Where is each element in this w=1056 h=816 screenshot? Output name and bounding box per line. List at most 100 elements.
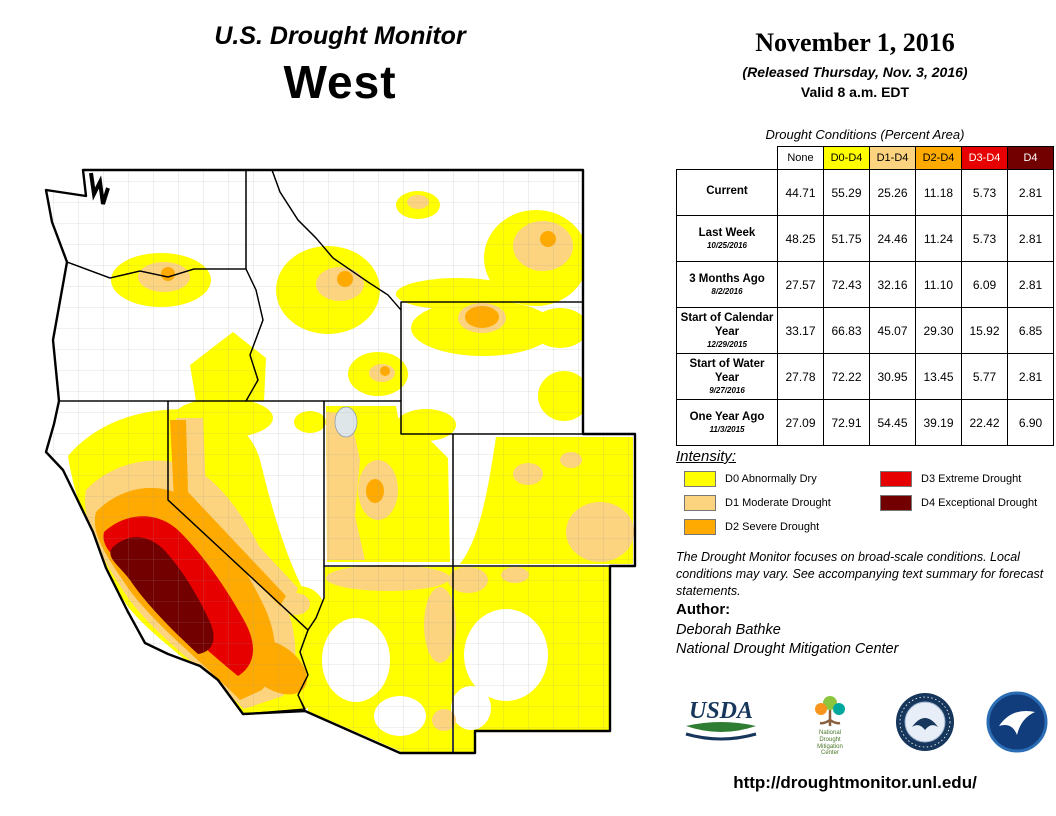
- cell: 13.45: [915, 353, 962, 400]
- d1-swatch: [684, 495, 716, 511]
- cell: 27.09: [777, 399, 824, 446]
- cell: 72.22: [823, 353, 870, 400]
- drought-map: [44, 168, 637, 755]
- table-row-one-year-ago: One Year Ago 11/3/2015 27.09 72.91 54.45 …: [676, 399, 1054, 446]
- row-label: Current: [706, 185, 748, 198]
- usda-logo-text: USDA: [689, 698, 753, 724]
- cell: 2.81: [1007, 353, 1054, 400]
- cell: 6.85: [1007, 307, 1054, 354]
- usda-swoosh: [686, 722, 756, 732]
- cell: 32.16: [869, 261, 916, 308]
- ndmc-leaf-orange: [815, 703, 827, 715]
- legend-title: Intensity:: [676, 448, 737, 465]
- cell: 11.10: [915, 261, 962, 308]
- cell: 15.92: [961, 307, 1008, 354]
- date-block: November 1, 2016 (Released Thursday, Nov…: [680, 28, 1030, 100]
- ndmc-text-4: Center: [821, 750, 839, 754]
- commerce-seal: [896, 693, 954, 751]
- cell: 55.29: [823, 169, 870, 216]
- cell: 11.18: [915, 169, 962, 216]
- row-label: Last Week: [698, 226, 756, 239]
- legend-item-d4: D4 Exceptional Drought: [880, 495, 1037, 511]
- cell: 72.91: [823, 399, 870, 446]
- ndmc-leaf-teal: [833, 703, 845, 715]
- valid-time: Valid 8 a.m. EDT: [800, 84, 910, 100]
- table-row-current: Current 44.71 55.29 25.26 11.18 5.73 2.8…: [676, 169, 1054, 216]
- cell: 5.73: [961, 215, 1008, 262]
- noaa-bird-icon: [999, 710, 1035, 735]
- legend-item-d0: D0 Abnormally Dry: [684, 471, 831, 487]
- legend-label: D0 Abnormally Dry: [725, 473, 817, 485]
- county-lines: [46, 170, 635, 753]
- cell: 30.95: [869, 353, 916, 400]
- legend-label: D1 Moderate Drought: [725, 497, 831, 509]
- map-container: [28, 160, 643, 765]
- cell: 6.09: [961, 261, 1008, 308]
- commerce-eagle-icon: [912, 718, 938, 730]
- d4-swatch: [880, 495, 912, 511]
- author-organization: National Drought Mitigation Center: [676, 641, 899, 657]
- legend-column-1: D0 Abnormally Dry D1 Moderate Drought D2…: [684, 471, 831, 544]
- row-date: 9/27/2016: [709, 385, 745, 395]
- d3-swatch: [880, 471, 912, 487]
- cell: 2.81: [1007, 169, 1054, 216]
- footer-url: http://droughtmonitor.unl.edu/: [733, 773, 977, 792]
- released-date: (Released Thursday, Nov. 3, 2016): [742, 64, 968, 80]
- cell: 66.83: [823, 307, 870, 354]
- author-name: Deborah Bathke: [676, 622, 781, 638]
- col-header-d4: D4: [1007, 146, 1054, 170]
- ndmc-tree-trunk: [819, 710, 841, 726]
- map-fill-layers: [46, 170, 635, 753]
- legend-label: D3 Extreme Drought: [921, 473, 1022, 485]
- row-date: 8/2/2016: [711, 287, 743, 297]
- row-label: One Year Ago: [689, 410, 765, 423]
- legend-item-d3: D3 Extreme Drought: [880, 471, 1037, 487]
- legend-column-2: D3 Extreme Drought D4 Exceptional Drough…: [880, 471, 1037, 520]
- cell: 48.25: [777, 215, 824, 262]
- col-header-d0d4: D0-D4: [823, 146, 870, 170]
- row-label: Start of Calendar Year: [680, 312, 774, 338]
- cell: 2.81: [1007, 261, 1054, 308]
- cell: 22.42: [961, 399, 1008, 446]
- cell: 51.75: [823, 215, 870, 262]
- ndmc-logo: National Drought Mitigation Center: [815, 696, 845, 754]
- page-title: U.S. Drought Monitor: [214, 22, 466, 50]
- ndmc-text-1: National: [819, 730, 841, 736]
- author-heading: Author:: [676, 601, 731, 618]
- legend-item-d2: D2 Severe Drought: [684, 519, 831, 535]
- cell: 2.81: [1007, 215, 1054, 262]
- row-label: Start of Water Year: [689, 358, 765, 384]
- puget-sound: [89, 172, 110, 205]
- table-row-last-week: Last Week 10/25/2016 48.25 51.75 24.46 11…: [676, 215, 1054, 262]
- map-date: November 1, 2016: [755, 28, 955, 57]
- col-header-d3d4: D3-D4: [961, 146, 1008, 170]
- row-date: 12/29/2015: [706, 339, 748, 349]
- cell: 5.77: [961, 353, 1008, 400]
- table-row-start-water-year: Start of Water Year 9/27/2016 27.78 72.22…: [676, 353, 1054, 400]
- col-header-d2d4: D2-D4: [915, 146, 962, 170]
- usda-logo: USDA: [685, 698, 757, 741]
- noaa-logo: [986, 691, 1048, 753]
- cell: 5.73: [961, 169, 1008, 216]
- cell: 45.07: [869, 307, 916, 354]
- cell: 54.45: [869, 399, 916, 446]
- table-row-start-calendar-year: Start of Calendar Year 12/29/2015 33.17 6…: [676, 307, 1054, 354]
- row-label: 3 Months Ago: [689, 272, 765, 285]
- state-borders: [45, 169, 636, 754]
- legend-label: D2 Severe Drought: [725, 521, 820, 533]
- legend-item-d1: D1 Moderate Drought: [684, 495, 831, 511]
- region-outline: [44, 168, 637, 755]
- author-block: Author: Deborah Bathke National Drought …: [676, 601, 898, 657]
- table-caption: Drought Conditions (Percent Area): [765, 127, 965, 142]
- corner-cell: [677, 147, 778, 170]
- cell: 44.71: [777, 169, 824, 216]
- title-block: U.S. Drought Monitor West: [120, 22, 560, 109]
- cell: 72.43: [823, 261, 870, 308]
- table-row-3-months-ago: 3 Months Ago 8/2/2016 27.57 72.43 32.16 1…: [676, 261, 1054, 308]
- cell: 6.90: [1007, 399, 1054, 446]
- logo-row: USDA National Drought Mitigation Center: [676, 690, 1048, 754]
- cell: 27.57: [777, 261, 824, 308]
- cell: 11.24: [915, 215, 962, 262]
- table-header-row: None D0-D4 D1-D4 D2-D4 D3-D4 D4: [677, 146, 1054, 170]
- row-date: 11/3/2015: [709, 425, 745, 435]
